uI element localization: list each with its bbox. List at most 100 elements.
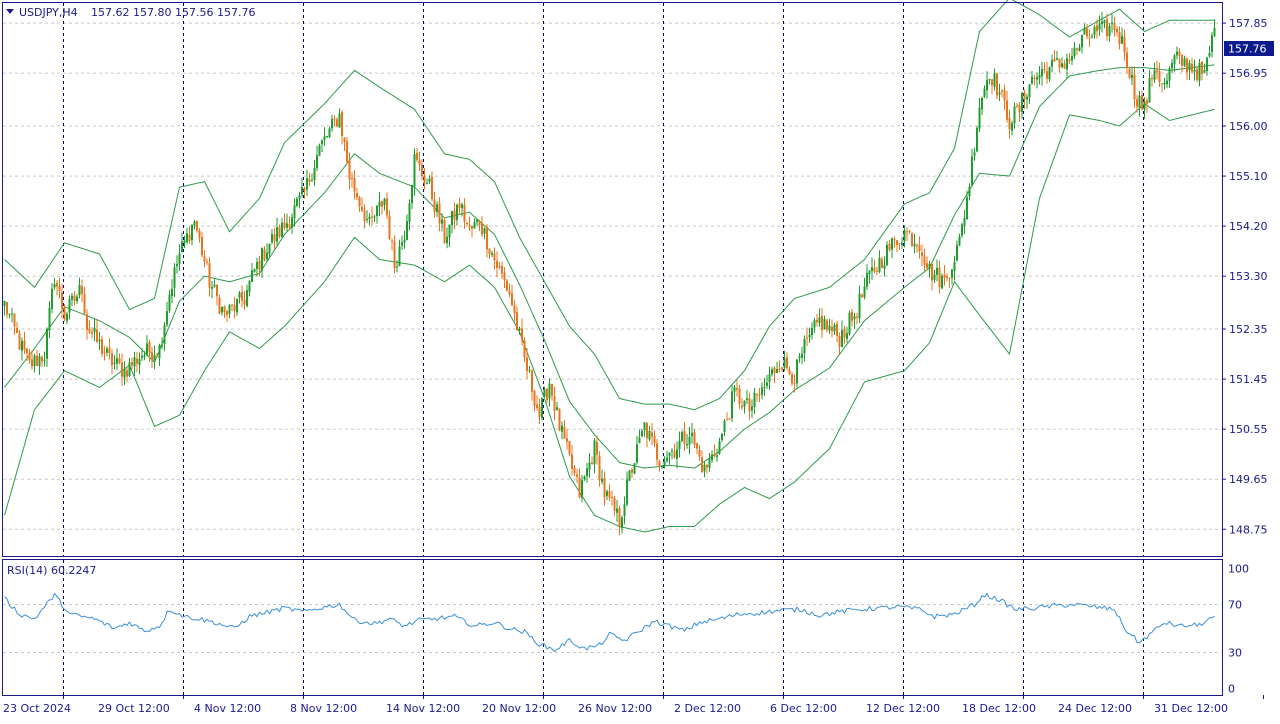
candle-body	[313, 168, 316, 181]
candle-body	[1126, 52, 1128, 68]
candle-body	[886, 244, 888, 266]
candle-body	[1046, 71, 1048, 79]
candle-body	[303, 187, 306, 191]
candle-body	[31, 359, 33, 367]
candle-body	[1018, 105, 1021, 113]
candle-body	[383, 198, 386, 206]
candle-body	[256, 262, 258, 269]
candle-body	[23, 340, 26, 350]
candle-body	[356, 192, 358, 198]
candle-body	[706, 464, 708, 468]
candle-body	[683, 430, 686, 444]
candle-body	[288, 224, 291, 228]
candle-body	[133, 357, 136, 367]
candle-body	[523, 340, 526, 358]
price-tick-label: 156.95	[1229, 67, 1268, 80]
candle-body	[61, 292, 63, 309]
candle-body	[98, 339, 101, 342]
candle-body	[146, 343, 148, 356]
candle-body	[648, 430, 651, 440]
candle-body	[363, 210, 366, 222]
candle-body	[736, 388, 738, 390]
candle-body	[731, 391, 733, 419]
candle-body	[823, 318, 826, 330]
candle-body	[96, 329, 98, 342]
candle-body	[751, 406, 753, 411]
candle-body	[448, 224, 451, 238]
candle-body	[268, 243, 271, 255]
candle-body	[1021, 93, 1023, 112]
time-tick-label: 18 Dec 12:00	[962, 702, 1036, 715]
candle-body	[846, 333, 848, 339]
candle-body	[1016, 105, 1018, 107]
candle-body	[161, 344, 163, 346]
candle-body	[301, 186, 303, 195]
candle-body	[798, 356, 801, 359]
candle-body	[776, 369, 778, 373]
candle-body	[1153, 70, 1156, 80]
candle-body	[206, 261, 208, 263]
candle-body	[63, 307, 66, 320]
candle-body	[433, 199, 436, 212]
candle-body	[501, 265, 503, 274]
candle-body	[216, 284, 218, 297]
candle-body	[1168, 68, 1171, 81]
candle-body	[928, 263, 931, 269]
candle-body	[413, 153, 416, 187]
time-axis[interactable]: 23 Oct 2024 29 Oct 12:00 4 Nov 12:00 8 Nov …	[3, 695, 1280, 715]
candle-body	[396, 266, 398, 268]
candle-body	[388, 215, 391, 239]
candle-body	[516, 312, 518, 330]
candle-body	[963, 217, 966, 226]
candle-body	[1013, 106, 1016, 124]
candle-body	[1201, 61, 1203, 74]
candle-body	[1058, 58, 1061, 68]
candle-body	[623, 504, 626, 516]
candle-body	[173, 267, 176, 288]
candle-body	[761, 387, 763, 395]
candle-body	[666, 457, 668, 462]
candle-body	[176, 264, 178, 267]
candle-body	[1148, 77, 1151, 103]
candle-body	[188, 234, 191, 242]
candle-body	[728, 418, 731, 420]
candle-body	[198, 230, 201, 238]
candle-body	[608, 491, 611, 498]
candle-body	[551, 384, 553, 396]
candle-body	[373, 216, 376, 218]
candle-body	[978, 107, 981, 129]
candle-body	[326, 135, 328, 137]
candle-body	[1036, 76, 1038, 80]
candle-body	[18, 333, 21, 350]
price-tick-label: 149.65	[1229, 473, 1268, 486]
candle-body	[1011, 123, 1013, 131]
candle-body	[873, 267, 876, 272]
candle-body	[848, 312, 851, 334]
current-price-tag-text: 157.76	[1228, 43, 1267, 56]
time-tick-label: 26 Nov 12:00	[578, 702, 652, 715]
price-axis[interactable]: 157.85 156.95 156.00 155.10 154.20 153.30 152.…	[1222, 17, 1268, 536]
candle-body	[511, 293, 513, 306]
candle-body	[923, 256, 926, 265]
candle-body	[1091, 35, 1093, 37]
rsi-axis: 100 70 30 0	[1228, 563, 1249, 696]
candle-body	[488, 248, 491, 254]
candle-body	[401, 242, 403, 246]
price-tick-label: 154.20	[1229, 220, 1268, 233]
candles[interactable]	[3, 12, 1216, 536]
candle-body	[906, 231, 908, 233]
symbol-timeframe: USDJPY,H4	[19, 6, 78, 19]
candle-body	[746, 398, 748, 401]
candle-body	[201, 237, 203, 256]
candle-body	[168, 294, 171, 311]
candle-body	[926, 263, 928, 269]
triangle-down-icon[interactable]	[6, 9, 14, 14]
candle-body	[951, 269, 953, 278]
candle-body	[618, 507, 621, 527]
candle-body	[1073, 47, 1076, 56]
candle-body	[1043, 69, 1046, 71]
candle-body	[81, 286, 83, 294]
candle-body	[163, 324, 166, 344]
